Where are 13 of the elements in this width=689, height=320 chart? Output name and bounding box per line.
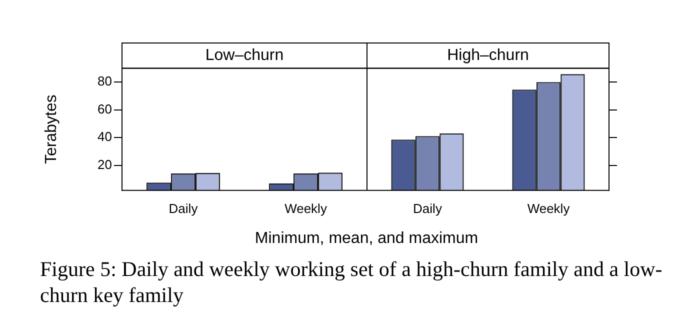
y-tick-label: 80 (98, 74, 112, 89)
x-tick-label: Weekly (284, 200, 328, 216)
chart-title: High‒churn (447, 47, 529, 64)
x-axis-title: Minimum, mean, and maximum (254, 230, 480, 248)
y-tick-label: 60 (98, 101, 112, 116)
x-tick-label: Daily (168, 200, 198, 216)
caption: Figure 5: Daily and weekly working set of a high-churn family and a low-churn key family (40, 256, 664, 308)
x-tick-label: Daily (413, 200, 442, 216)
chart-title: Low‒churn (205, 47, 284, 64)
y-axis-title: Terabytes (43, 94, 60, 164)
y-tick-label: 40 (98, 129, 112, 144)
x-tick-label: Weekly (527, 200, 570, 216)
y-tick-label: 20 (98, 156, 112, 172)
